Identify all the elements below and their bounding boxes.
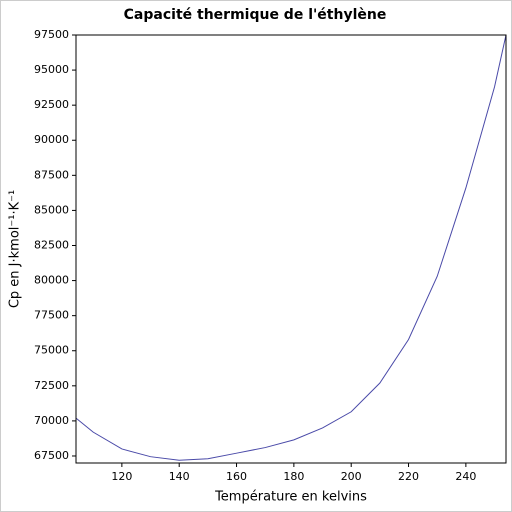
line [75, 34, 507, 461]
x-tick-label: 220 [398, 470, 419, 483]
y-axis-label: Cp en J·kmol⁻¹·K⁻¹ [8, 190, 23, 308]
y-tick-label: 75000 [34, 344, 69, 357]
x-tick-label: 120 [111, 470, 132, 483]
x-tick-label: 140 [169, 470, 190, 483]
y-tick-label: 95000 [34, 63, 69, 76]
y-tick-label: 82500 [34, 238, 69, 251]
x-tick-label: 180 [283, 470, 304, 483]
y-tick-label: 87500 [34, 168, 69, 181]
y-tick-label: 72500 [34, 379, 69, 392]
y-tick-label: 85000 [34, 203, 69, 216]
x-tick-label: 160 [226, 470, 247, 483]
y-tick-label: 92500 [34, 98, 69, 111]
x-axis-label: Température en kelvins [214, 490, 367, 505]
y-tick-label: 77500 [34, 309, 69, 322]
y-tick-label: 70000 [34, 414, 69, 427]
x-tick-label: 200 [341, 470, 362, 483]
chart-title: Capacité thermique de l'éthylène [124, 7, 387, 23]
plot-frame [75, 34, 507, 464]
y-tick-label: 97500 [34, 28, 69, 41]
y-tick-label: 90000 [34, 133, 69, 146]
y-tick-label: 80000 [34, 274, 69, 287]
y-tick-label: 67500 [34, 449, 69, 462]
x-tick-label: 240 [455, 470, 476, 483]
